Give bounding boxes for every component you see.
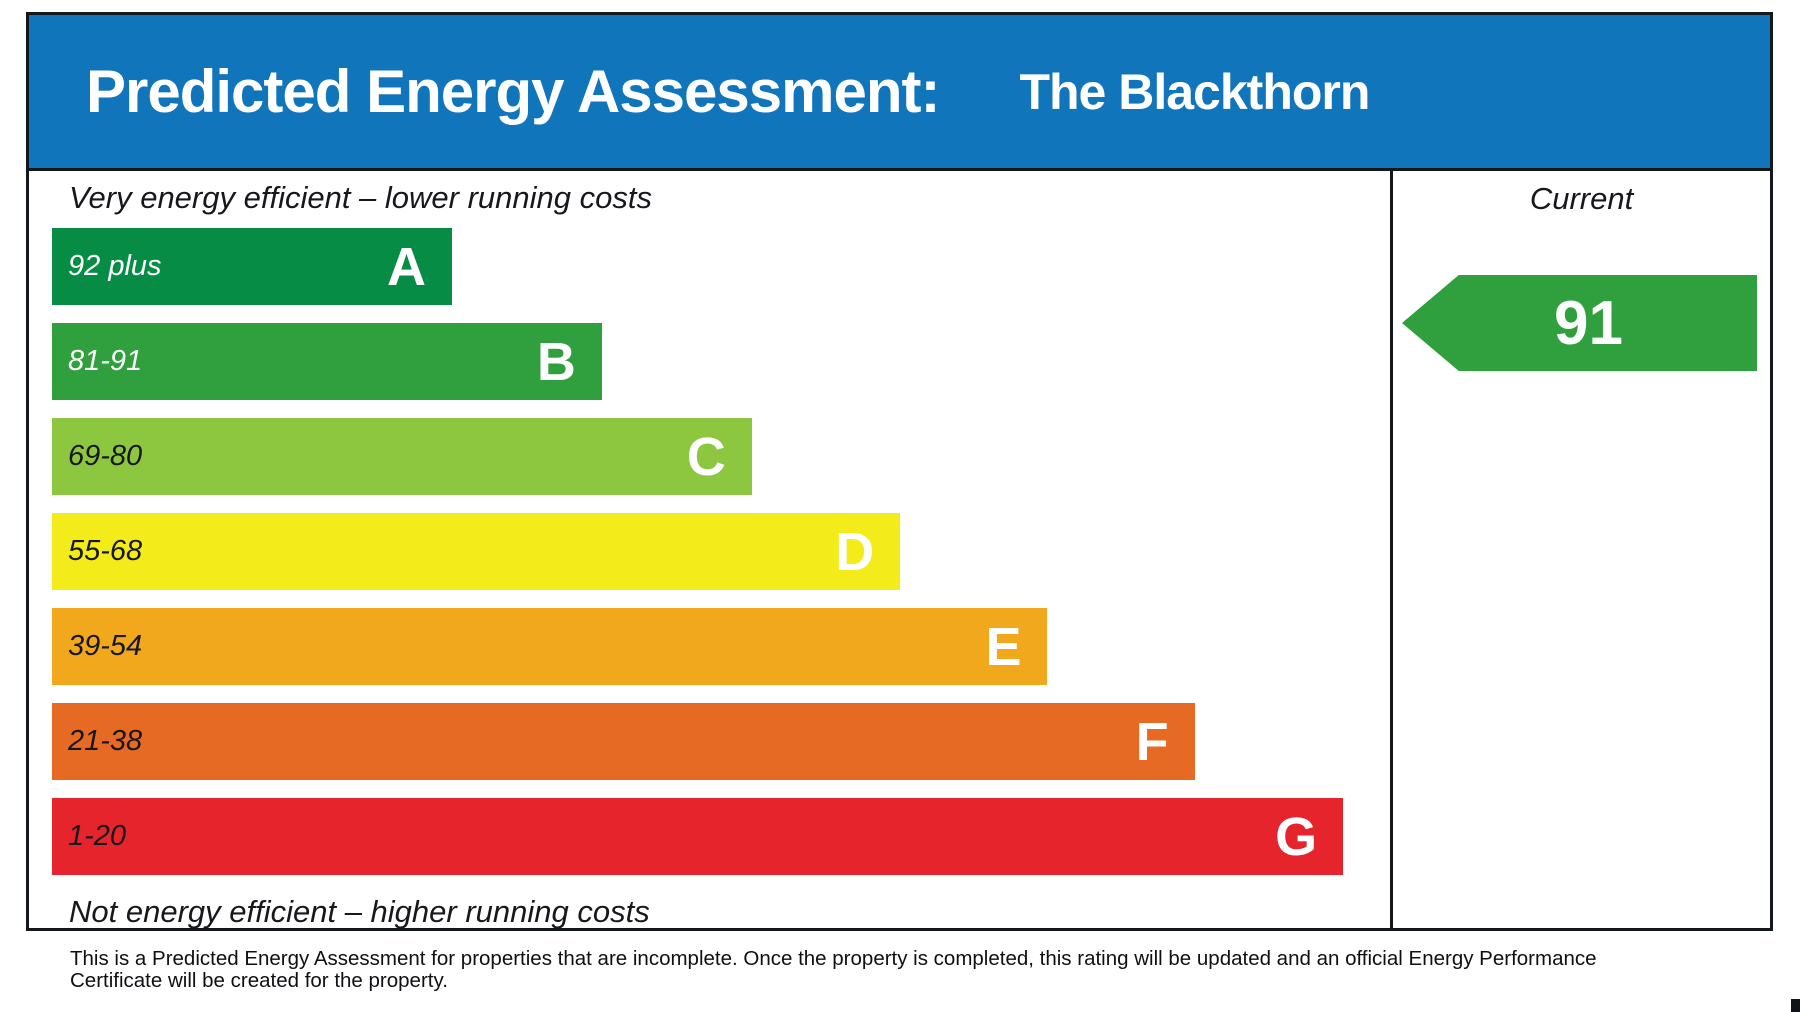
band-row-a: 92 plus A <box>52 228 453 305</box>
band-range-label: 69-80 <box>68 440 143 472</box>
band-letter: E <box>985 616 1022 677</box>
corner-mark <box>1791 999 1800 1012</box>
band-row-f: 21-38 F <box>52 703 1195 780</box>
band-range-label: 39-54 <box>68 630 143 662</box>
epc-header: Predicted Energy Assessment: The Blackth… <box>29 15 1770 171</box>
current-rating-value: 91 <box>1554 288 1623 358</box>
band-letter: G <box>1275 806 1318 867</box>
current-rating-arrow: 91 <box>1402 275 1757 371</box>
epc-chart: Very energy efficient – lower running co… <box>29 171 1770 929</box>
band-range-label: 55-68 <box>68 535 143 567</box>
band-list: 92 plus A 81-91 B 69-80 C 55-68 D 39-54 … <box>52 228 1390 875</box>
epc-frame: Predicted Energy Assessment: The Blackth… <box>26 12 1773 931</box>
band-range-label: 21-38 <box>68 725 143 757</box>
current-column-header: Current <box>1529 181 1634 216</box>
band-row-d: 55-68 D <box>52 513 901 590</box>
caption-not-efficient: Not energy efficient – higher running co… <box>69 894 650 929</box>
band-row-g: 1-20 G <box>52 798 1344 875</box>
current-column: Current 91 <box>1390 171 1770 928</box>
footer-line-1: This is a Predicted Energy Assessment fo… <box>70 947 1597 970</box>
band-range-label: 81-91 <box>68 345 143 377</box>
band-range-label: 1-20 <box>68 820 127 852</box>
band-range-label: 92 plus <box>68 250 162 282</box>
band-letter: C <box>686 426 726 487</box>
band-row-b: 81-91 B <box>52 323 602 400</box>
band-row-e: 39-54 E <box>52 608 1048 685</box>
footer-line-2: Certificate will be created for the prop… <box>70 968 448 992</box>
footer-note: This is a Predicted Energy Assessment fo… <box>70 948 1740 991</box>
page-title: Predicted Energy Assessment: <box>86 58 940 125</box>
bands-panel: Very energy efficient – lower running co… <box>29 171 1390 929</box>
band-letter: F <box>1135 711 1169 772</box>
band-row-c: 69-80 C <box>52 418 752 495</box>
band-letter: B <box>536 331 576 392</box>
property-name: The Blackthorn <box>1019 63 1370 120</box>
caption-very-efficient: Very energy efficient – lower running co… <box>69 180 652 215</box>
band-letter: D <box>835 521 875 582</box>
band-letter: A <box>387 236 427 297</box>
